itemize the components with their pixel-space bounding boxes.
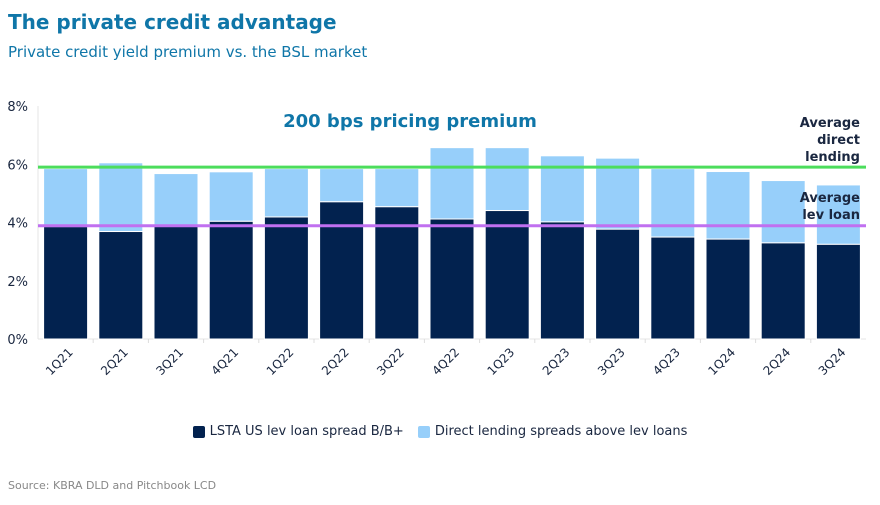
bar-direct-lending [43, 168, 89, 228]
chart-subtitle: Private credit yield premium vs. the BSL… [8, 43, 368, 61]
bar-lev-loan [760, 242, 806, 340]
bar-direct-lending [705, 171, 751, 240]
chart-title: The private credit advantage [8, 10, 337, 34]
legend-item-direct[interactable]: Direct lending spreads above lev loans [417, 424, 688, 439]
bar-lev-loan [815, 243, 861, 340]
x-tick-label: 3Q21 [153, 345, 186, 378]
y-tick-label: 4% [7, 217, 28, 232]
source-note: Source: KBRA DLD and Pitchbook LCD [8, 479, 217, 492]
bar-direct-lending [208, 171, 254, 222]
bar-lev-loan [650, 236, 696, 340]
bar-lev-loan [429, 218, 475, 340]
y-tick-label: 6% [7, 158, 28, 173]
bar-lev-loan [319, 201, 365, 340]
x-tick-label: 1Q23 [485, 345, 518, 378]
legend: LSTA US lev loan spread B/B+ Direct lend… [0, 424, 880, 439]
bar-direct-lending [429, 147, 475, 220]
x-tick-label: 1Q21 [43, 345, 76, 378]
x-tick-label: 2Q21 [98, 345, 131, 378]
x-tick-label: 2Q22 [319, 345, 352, 378]
bar-direct-lending [374, 168, 420, 208]
bar-direct-lending [153, 173, 199, 226]
bar-direct-lending [484, 147, 530, 212]
bar-direct-lending [595, 157, 641, 230]
x-tick-label: 3Q24 [816, 345, 849, 378]
x-tick-label: 4Q23 [650, 345, 683, 378]
bar-lev-loan [153, 224, 199, 340]
avg-lev-loan-label: lev loan [802, 208, 860, 223]
legend-item-lev[interactable]: LSTA US lev loan spread B/B+ [192, 424, 404, 439]
legend-swatch-lev [192, 425, 205, 438]
x-tick-label: 4Q21 [209, 345, 242, 378]
bar-direct-lending [760, 180, 806, 244]
legend-label-lev: LSTA US lev loan spread B/B+ [209, 424, 404, 439]
bar-lev-loan [374, 206, 420, 340]
avg-lev-loan-label: Average [800, 191, 860, 206]
x-tick-label: 3Q23 [595, 345, 628, 378]
x-tick-label: 2Q24 [761, 345, 794, 378]
y-tick-label: 2% [7, 275, 28, 290]
x-tick-label: 3Q22 [374, 345, 407, 378]
avg-direct-lending-label: direct [817, 133, 860, 148]
pricing-premium-annotation: 200 bps pricing premium [283, 111, 537, 132]
avg-direct-lending-label: lending [805, 150, 860, 165]
bar-direct-lending [263, 168, 309, 218]
legend-swatch-direct [417, 425, 430, 438]
bar-lev-loan [539, 221, 585, 340]
bar-lev-loan [43, 226, 89, 340]
legend-label-direct: Direct lending spreads above lev loans [434, 424, 688, 439]
x-tick-label: 4Q22 [429, 345, 462, 378]
y-tick-label: 0% [7, 333, 28, 348]
y-tick-label: 8% [7, 100, 28, 115]
bar-direct-lending [319, 168, 365, 203]
bar-lev-loan [263, 216, 309, 340]
bar-lev-loan [705, 238, 751, 340]
bar-lev-loan [484, 210, 530, 340]
bar-direct-lending [98, 162, 144, 233]
bar-lev-loan [208, 220, 254, 340]
bar-lev-loan [98, 231, 144, 340]
x-tick-label: 1Q22 [264, 345, 297, 378]
x-tick-label: 1Q24 [705, 345, 738, 378]
bar-lev-loan [595, 228, 641, 340]
x-tick-label: 2Q23 [540, 345, 573, 378]
avg-direct-lending-label: Average [800, 116, 860, 131]
